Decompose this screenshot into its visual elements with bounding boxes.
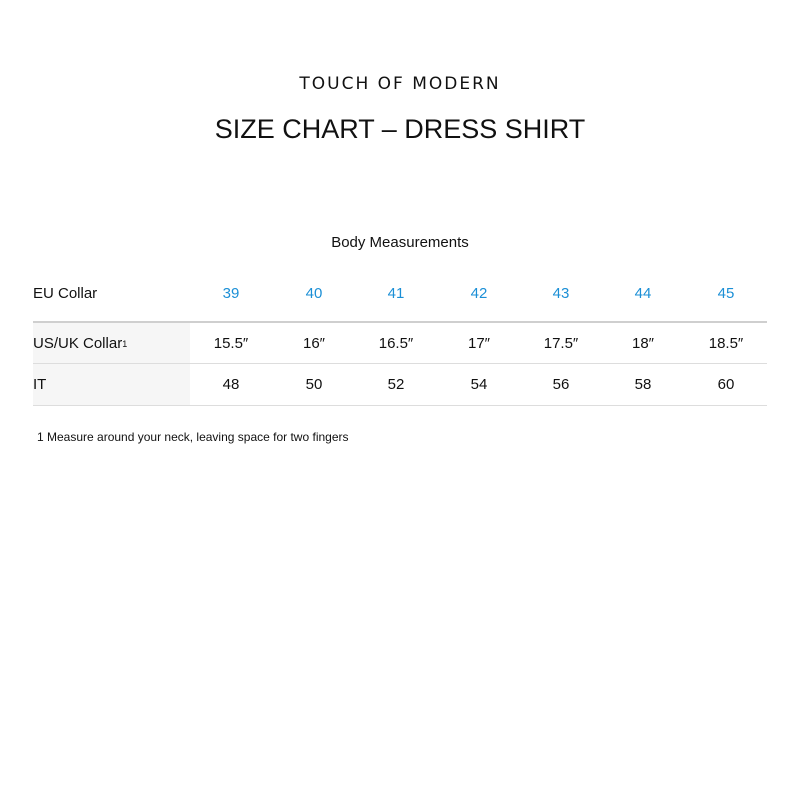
table-cell: 18.5″ [708,335,744,352]
row-label-text: EU Collar [33,284,98,302]
table-cell: 17.5″ [543,335,579,352]
table-cell: 43 [552,284,570,302]
footnote-marker: 1 [122,338,128,349]
table-row: IT 48 50 52 54 56 58 60 [33,363,767,406]
row-label: EU Collar [33,276,190,310]
row-label: IT [33,364,190,405]
table-row: US/UK Collar 1 15.5″ 16″ 16.5″ 17″ 17.5″ 18″ 18… [33,321,767,364]
table-cell: 44 [634,284,652,302]
table-cell: 50 [305,376,323,393]
table-caption: Body Measurements [331,234,469,251]
table-cell: 15.5″ [213,335,249,352]
table-cell: 16.5″ [378,335,414,352]
table-cell: 17″ [468,335,490,352]
table-cell: 56 [552,376,570,393]
row-label-text: IT [33,376,47,393]
table-cell: 52 [387,376,405,393]
table-cell: 39 [222,284,240,302]
footnote: 1 Measure around your neck, leaving spac… [37,430,349,444]
brand-logo: TOUCH OF MODERN [299,74,501,94]
table-cell: 45 [717,284,735,302]
table-cell: 18″ [632,335,654,352]
table-cell: 42 [470,284,488,302]
table-row: EU Collar 39 40 41 42 43 44 45 [33,276,767,310]
table-cell: 40 [305,284,323,302]
table-cell: 48 [222,376,240,393]
table-cell: 54 [470,376,488,393]
table-cell: 16″ [303,335,325,352]
table-cell: 41 [387,284,405,302]
row-label-text: US/UK Collar [33,335,123,352]
page-title: SIZE CHART – DRESS SHIRT [214,114,586,144]
table-cell: 60 [717,376,735,393]
row-label: US/UK Collar 1 [33,323,190,364]
table-cell: 58 [634,376,652,393]
